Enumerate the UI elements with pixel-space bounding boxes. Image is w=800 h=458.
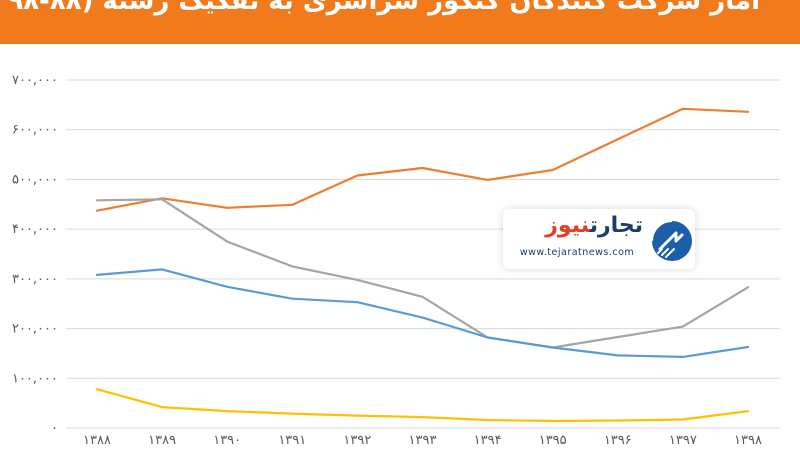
logo-name: تجارتنیوز — [511, 213, 643, 238]
chart-series — [95, 107, 750, 423]
tejaratnews-logo: تجارتنیوز www.tejaratnews.com — [503, 209, 695, 269]
chart-title: آمار شرکت کنندگان کنکور سراسری به تفکیک … — [0, 0, 760, 16]
x-tick-label: ۱۳۹۳ — [409, 433, 437, 448]
y-tick-label: ۲۰۰,۰۰۰ — [12, 322, 58, 337]
x-tick-label: ۱۳۸۹ — [148, 433, 176, 448]
x-tick-label: ۱۳۹۶ — [604, 433, 632, 448]
grid-lines — [66, 79, 780, 429]
y-tick-label: ۷۰۰,۰۰۰ — [12, 73, 58, 88]
x-tick-label: ۱۳۹۱ — [278, 433, 306, 448]
x-tick-label: ۱۳۹۲ — [343, 433, 371, 448]
series-line-1 — [95, 107, 750, 212]
logo-name-part2: نیوز — [545, 213, 590, 238]
series-line-3 — [95, 268, 750, 358]
tejaratnews-logo-icon — [651, 220, 692, 261]
x-axis-ticks: ۱۳۸۸ ۱۳۸۹ ۱۳۹۰ ۱۳۹۱ ۱۳۹۲ ۱۳۹۳ ۱۳۹۴ ۱۳۹۵ ۱۳۹۶ ۱۳۹۷… — [83, 433, 762, 448]
x-tick-label: ۱۳۹۰ — [213, 433, 241, 448]
line-chart: ۰ ۱۰۰,۰۰۰ ۲۰۰,۰۰۰ ۳۰۰,۰۰۰ ۴۰۰,۰۰۰ ۵۰۰,۰۰۰ ۶۰۰,… — [12, 73, 780, 448]
y-tick-label: ۰ — [51, 421, 58, 436]
logo-url: www.tejaratnews.com — [519, 247, 635, 258]
y-tick-label: ۵۰۰,۰۰۰ — [12, 172, 58, 187]
x-tick-label: ۱۳۹۵ — [539, 433, 567, 448]
y-tick-label: ۴۰۰,۰۰۰ — [12, 222, 58, 237]
x-tick-label: ۱۳۹۸ — [734, 433, 762, 448]
series-line-4 — [95, 388, 750, 423]
x-tick-label: ۱۳۹۷ — [669, 433, 697, 448]
y-axis-ticks: ۰ ۱۰۰,۰۰۰ ۲۰۰,۰۰۰ ۳۰۰,۰۰۰ ۴۰۰,۰۰۰ ۵۰۰,۰۰۰ ۶۰۰,… — [12, 73, 58, 436]
y-tick-label: ۶۰۰,۰۰۰ — [12, 123, 58, 138]
chart-header: آمار شرکت کنندگان کنکور سراسری به تفکیک … — [0, 0, 800, 44]
logo-name-part1: تجارت — [589, 213, 643, 238]
y-tick-label: ۳۰۰,۰۰۰ — [12, 272, 58, 287]
y-tick-label: ۱۰۰,۰۰۰ — [12, 371, 58, 386]
series-line-2 — [95, 198, 750, 349]
x-tick-label: ۱۳۸۸ — [83, 433, 111, 448]
x-tick-label: ۱۳۹۴ — [474, 433, 502, 448]
